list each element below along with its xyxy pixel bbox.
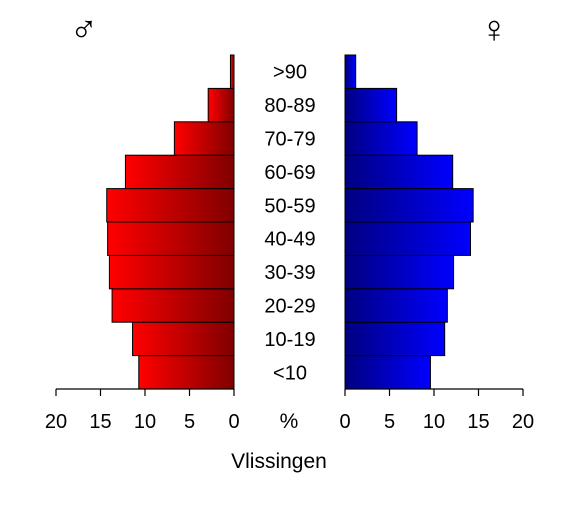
age-label->90: >90 xyxy=(273,62,307,84)
male-bar-40-49 xyxy=(107,221,235,256)
age-label-50-59: 50-59 xyxy=(264,195,315,217)
male-bar-10-19 xyxy=(132,321,235,357)
tick-label: 0 xyxy=(339,411,350,433)
tick-label: 10 xyxy=(134,411,156,433)
age-label-60-69: 60-69 xyxy=(264,162,315,184)
female-bar-30-39 xyxy=(344,254,455,290)
tick-label: 5 xyxy=(184,411,195,433)
male-bars xyxy=(106,54,235,390)
female-bar-20-29 xyxy=(344,288,448,323)
female-bar->90 xyxy=(344,54,357,89)
age-label-70-79: 70-79 xyxy=(264,129,315,151)
female-bar-<10 xyxy=(344,355,431,390)
male-bar-50-59 xyxy=(106,188,235,223)
age-label-80-89: 80-89 xyxy=(264,95,315,117)
tick-label: 10 xyxy=(423,411,445,433)
chart-title: Vlissingen xyxy=(231,450,327,473)
tick-label: 20 xyxy=(512,411,534,433)
percent-unit-label: % xyxy=(280,410,299,433)
male-bar-70-79 xyxy=(173,121,235,156)
age-label-10-19: 10-19 xyxy=(264,329,315,351)
female-bar-60-69 xyxy=(344,154,454,190)
female-bar-70-79 xyxy=(344,121,418,156)
female-bars xyxy=(344,54,474,390)
male-bar-<10 xyxy=(138,355,235,390)
age-label-20-29: 20-29 xyxy=(264,296,315,318)
tick-label: 20 xyxy=(45,411,67,433)
male-bar->90 xyxy=(229,54,235,89)
male-symbol: ♂ xyxy=(70,9,99,51)
age-label-30-39: 30-39 xyxy=(264,262,315,284)
tick-label: 15 xyxy=(467,411,489,433)
male-bar-80-89 xyxy=(207,87,235,123)
axis-ticks: 20 15 10 5 0 0 5 10 15 20 xyxy=(45,389,534,433)
female-bar-80-89 xyxy=(344,87,398,123)
male-bar-60-69 xyxy=(124,154,235,190)
male-bar-20-29 xyxy=(111,288,235,323)
female-bar-10-19 xyxy=(344,321,446,357)
female-bar-40-49 xyxy=(344,221,471,256)
female-bar-50-59 xyxy=(344,188,474,223)
female-symbol: ♀ xyxy=(480,9,509,51)
tick-label: 5 xyxy=(384,411,395,433)
male-bar-30-39 xyxy=(108,254,235,290)
age-label-<10: <10 xyxy=(273,362,307,384)
age-label-40-49: 40-49 xyxy=(264,229,315,251)
tick-label: 0 xyxy=(228,411,239,433)
tick-label: 15 xyxy=(89,411,111,433)
age-group-labels: <10 10-19 20-29 30-39 40-49 50-59 60-69 70-79 80… xyxy=(264,62,315,385)
